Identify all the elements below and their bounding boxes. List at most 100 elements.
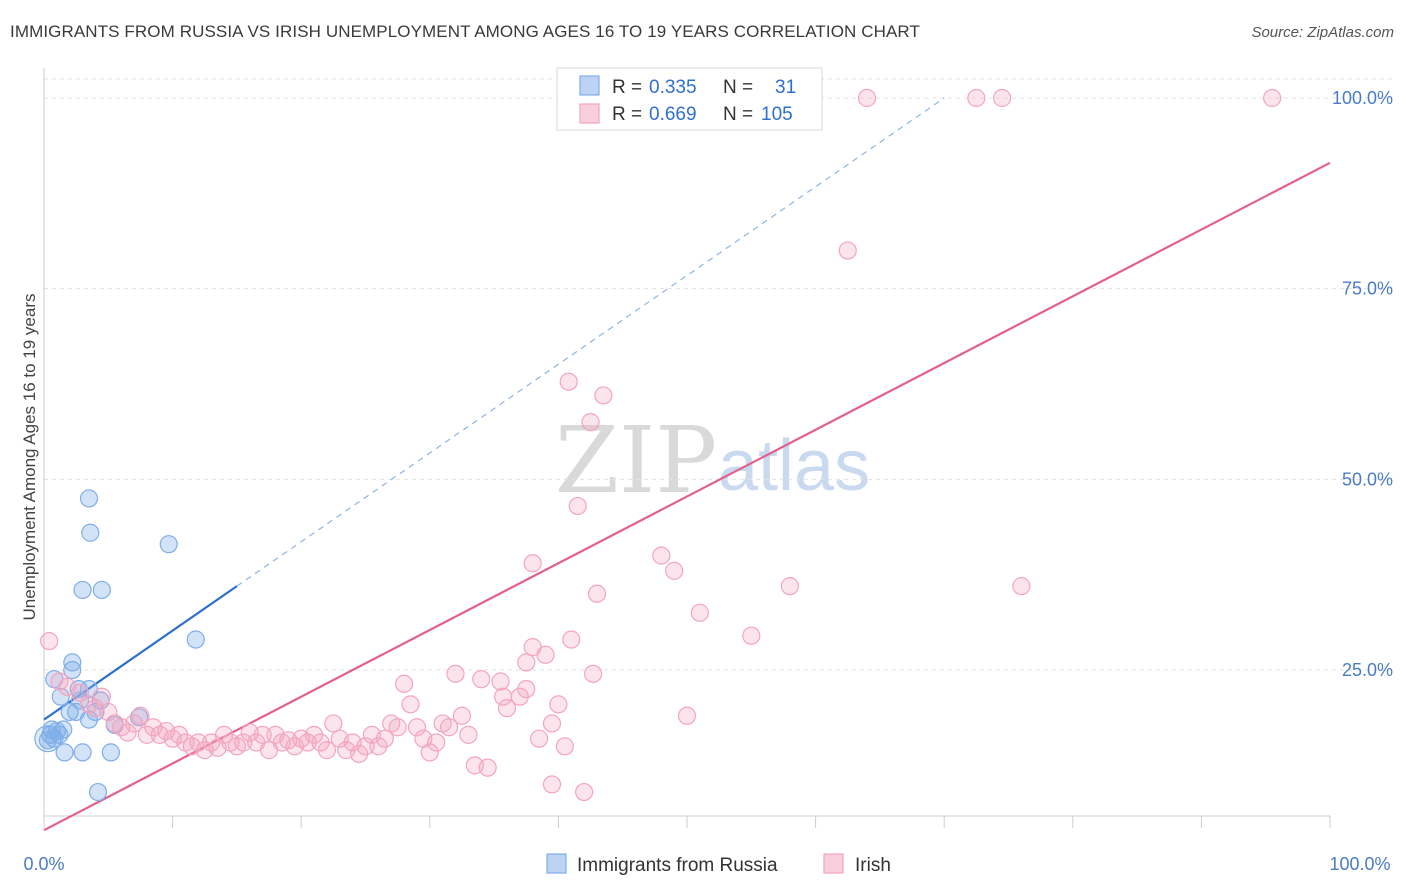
bottom-legend-label-irish: Irish [855,855,891,876]
irish-point-102 [1263,88,1282,108]
y-tick-label-25: 25.0% [1342,660,1393,680]
russia-point-29 [159,535,178,554]
irish-point-12 [131,706,150,725]
irish-point-6 [92,687,111,706]
irish-point-49 [369,737,388,756]
irish-point-11 [124,714,144,733]
russia-point-26 [101,743,120,762]
irish-point-10 [118,723,137,742]
russia-point-21 [81,523,100,542]
irish-point-31 [253,725,272,744]
bottom-legend-label-russia: Immigrants from Russia [577,855,778,876]
legend-r-label-russia: R = [612,77,642,98]
irish-point-100 [967,88,986,108]
irish-point-92 [690,603,709,622]
y-tick-label-50: 50.0% [1342,469,1393,489]
x-tick-label-max: 100.0% [1329,854,1390,874]
irish-point-89 [652,546,671,565]
irish-point-65 [472,670,491,689]
irish-point-88 [594,386,613,405]
irish-point-96 [1012,577,1031,596]
irish-point-47 [356,737,375,756]
irish-point-58 [427,733,446,752]
irish-point-13 [137,725,156,744]
chart-title: IMMIGRANTS FROM RUSSIA VS IRISH UNEMPLOY… [10,22,920,41]
legend-swatch-russia [579,75,600,96]
irish-point-90 [665,561,684,580]
russia-point-23 [88,782,108,802]
irish-point-87 [587,584,607,603]
russia-point-22 [86,702,105,722]
russia-point-large [34,725,62,753]
irish-point-79 [549,695,568,714]
irish-point-53 [394,674,414,693]
irish-point-81 [559,372,578,391]
irish-point-63 [459,725,478,744]
irish-point-18 [169,725,189,744]
irish-point-80 [555,737,574,756]
irish-point-52 [388,718,407,737]
russia-point-17 [73,580,92,600]
axes: 25.0% 50.0% 75.0% 100.0% [43,68,1393,828]
legend-n-value-russia: 31 [775,77,796,98]
russia-point-18 [79,710,99,729]
irish-point-99 [857,88,877,108]
irish-point-101 [992,88,1012,108]
irish-point-7 [99,702,118,722]
irish-point-57 [420,743,439,762]
legend-swatch-irish [579,103,600,124]
y-axis-label: Unemployment Among Ages 16 to 19 years [20,294,39,621]
legend-r-value-irish: 0.669 [649,104,697,125]
irish-point-82 [562,630,581,649]
irish-point-38 [298,733,317,752]
russia-point-10 [60,702,79,722]
russia-point-9 [55,743,74,762]
irish-point-66 [478,758,497,777]
irish-point-84 [575,782,594,802]
irish-point-75 [523,554,542,573]
bottom-legend: Immigrants from Russia Irish [546,853,891,876]
irish-point-55 [407,718,427,737]
legend-r-value-russia: 0.335 [649,77,697,98]
irish-point-21 [189,733,208,752]
watermark-atlas: atlas [718,426,870,506]
irish-point-67 [491,672,510,691]
y-tick-label-75: 75.0% [1342,279,1393,299]
grid-lines [44,78,1395,671]
bottom-legend-swatch-irish [823,853,844,874]
irish-point-42 [324,714,343,733]
russia-point-11 [63,660,82,680]
irish-point-94 [780,577,799,596]
x-tick-label-min: 0.0% [23,854,64,874]
irish-point-76 [536,645,555,664]
irish-point-95 [838,241,857,260]
legend-n-label-irish: N = [723,104,753,125]
irish-point-41 [317,741,337,760]
legend-n-label-russia: N = [723,77,753,98]
russia-point-30 [186,630,205,649]
irish-point-70 [510,687,529,706]
irish-point-61 [446,664,465,683]
irish-point-73 [530,729,549,748]
russia-point-12 [63,653,82,672]
bottom-legend-swatch-russia [546,853,567,874]
russia-point-16 [73,743,92,762]
russia-trend-line-extension [236,97,945,587]
irish-trend-line [43,161,1331,832]
irish-point-62 [452,706,472,725]
legend-r-label-irish: R = [612,104,642,125]
irish-point-86 [584,664,603,683]
irish-point-28 [234,733,253,752]
irish-point-91 [677,706,697,725]
irish-point-54 [401,695,420,714]
russia-point-20 [79,489,99,508]
irish-point-46 [349,744,369,764]
irish-point-85 [581,413,600,432]
irish-point-77 [542,775,562,794]
irish-point-93 [742,626,761,645]
irish-point-72 [517,653,536,672]
top-legend: R = 0.335 N = 31 R = 0.669 N = 105 [556,67,823,131]
irish-point-60 [439,718,459,737]
russia-point-25 [92,580,111,600]
irish-point-69 [497,699,517,718]
